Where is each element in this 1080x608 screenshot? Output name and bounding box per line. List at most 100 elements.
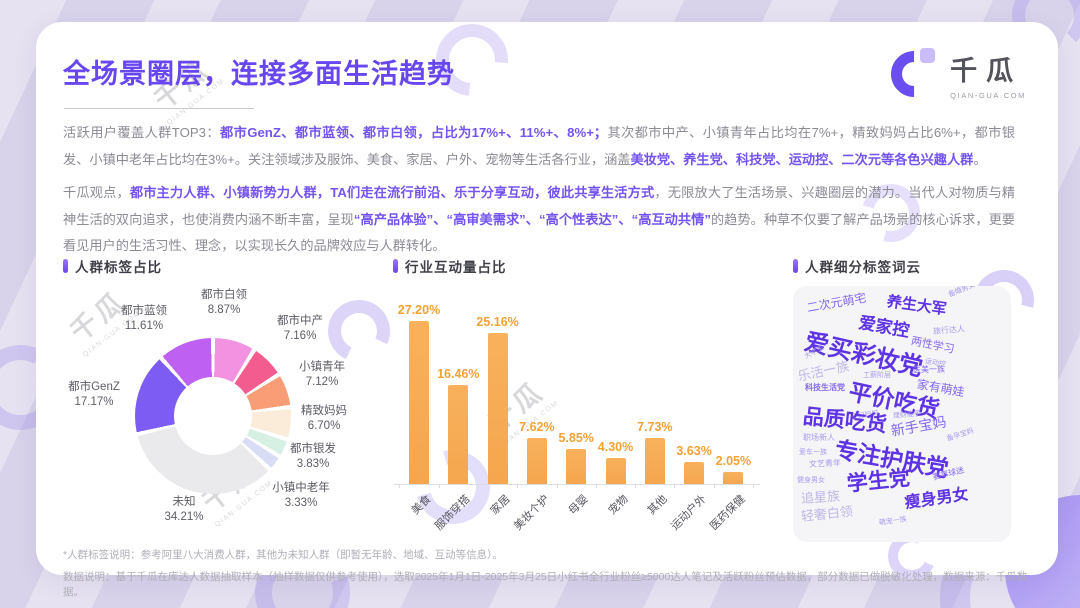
x-axis (394, 484, 760, 485)
bar-chart-title: 行业互动量占比 (405, 260, 507, 275)
qiangua-logo-icon (881, 41, 947, 107)
axis-tick (399, 484, 401, 488)
axis-tick (595, 484, 597, 488)
bar (487, 333, 508, 484)
section-header-bars: 行业互动量占比 (393, 256, 507, 276)
text-segment: 其次都市中产、小镇青年占比均在7%+，精致妈妈占比6%+，都市银发、小镇中老年占… (63, 125, 1015, 167)
cloud-word: 爱家控 (857, 313, 911, 341)
cloud-word: 健身男女 (797, 477, 825, 484)
donut-slice-label: 未知 34.21% (164, 495, 203, 525)
word-cloud-panel: 二次元萌宅 养生大军 备婚男女 爱家控 旅行达人 爱买彩妆党 两性学习 大学生 运动控 乐活一族工… (793, 286, 1011, 542)
footnote-tags: *人群标签说明：参考阿里八大消费人群，其他为未知人群（即暂无年龄、地域、互动等信… (63, 549, 503, 561)
text-segment: 千瓜观点， (63, 185, 130, 200)
section-marker-icon (793, 259, 798, 273)
brand-domain: QIAN-GUA.COM (950, 90, 1026, 100)
brand-name: 千瓜 (950, 55, 1023, 86)
brand-logo-text: 千瓜 QIAN-GUA.COM (950, 49, 1026, 100)
cloud-word: 工薪阶层 (863, 372, 891, 379)
donut-label-text: 都市蓝领 (121, 305, 167, 317)
donut-label-text: 34.21% (164, 511, 204, 523)
text-segment: ，无限放大了生活场景、兴趣圈层的潜力。当代人对物质与精神生活的双向追求，也使消费… (63, 185, 1016, 227)
cloud-word: 爱车一族 (799, 449, 827, 456)
donut-label-text: 7.16% (283, 330, 317, 342)
cloud-word: 职场新人 (803, 433, 835, 442)
donut-label-text: 小镇中老年 (272, 482, 330, 494)
axis-tick (713, 484, 715, 488)
donut-label-text: 都市中产 (277, 315, 323, 327)
donut-label-text: 6.70% (307, 420, 341, 432)
title-underline (64, 108, 254, 109)
intro-paragraph: 活跃用户覆盖人群TOP3：都市GenZ、都市蓝领、都市白领，占比为17%+、11… (63, 120, 1015, 173)
text-segment: 都市主力人群、小镇新势力人群，TA们走在流行前沿、乐于分享互动，彼此共享生活方式 (129, 185, 655, 200)
donut-slice-label: 都市蓝领 11.61% (121, 304, 167, 334)
bar-value-label: 7.62% (519, 420, 555, 435)
cloud-word: 轻奢白领 (800, 503, 854, 524)
bar-value-label: 25.16% (476, 315, 519, 330)
report-card: 千瓜 QIAN-GUA.COM 全场景圈层，连接多面生活趋势 活跃用户覆盖人群T… (36, 9, 1058, 598)
page-title: 全场景圈层，连接多面生活趋势 (63, 59, 455, 89)
section-marker-icon (393, 259, 398, 273)
text-segment: 的趋势。种草不仅要了解产品场景的核心诉求，更要看见用户的生活习性、理念，以实现长… (63, 211, 1015, 254)
cloud-word: 追星族 (800, 488, 841, 506)
text-segment: 。 (973, 151, 987, 167)
donut-slice-label: 都市GenZ 17.17% (68, 380, 120, 410)
axis-tick (556, 484, 558, 488)
bar (566, 448, 587, 484)
donut-slice-label: 小镇中老年 3.33% (272, 481, 330, 511)
bar-value-label: 4.30% (597, 440, 634, 455)
donut-label-text: 17.17% (74, 396, 114, 408)
cloud-word: 萌宠一族 (878, 516, 908, 527)
brand-logo: 千瓜 QIAN-GUA.COM (881, 41, 1026, 107)
donut-label-text: 都市银发 (290, 443, 336, 455)
text-segment: 都市GenZ、都市蓝领、都市白领，占比为17%+、11%+、8%+； (220, 125, 608, 140)
donut-label-text: 3.83% (296, 458, 330, 470)
axis-tick (517, 484, 519, 488)
cloud-word: 科技生活党 (805, 383, 845, 392)
bar-chart: 27.20% 美食 16.46% 服饰穿搭 25.16% 家居 7.62% 美妆个护 5.85%… (386, 278, 768, 534)
donut-hole (174, 377, 252, 455)
bar-value-label: 2.05% (715, 453, 752, 468)
bar (723, 471, 744, 484)
text-segment: 活跃用户覆盖人群TOP3： (63, 125, 220, 140)
cloud-word: 乐活一族 (796, 358, 851, 384)
bar-value-label: 7.73% (637, 419, 673, 434)
bar-value-label: 5.85% (558, 430, 594, 445)
donut-label-text: 8.87% (207, 304, 241, 316)
axis-tick (635, 484, 637, 488)
text-segment: 美妆党、养生党、科技党、运动控、二次元等各色兴趣人群 (630, 151, 974, 167)
footnote-data: 数据说明：基于千瓜在库达人数据抽取样本（抽样数据仅供参考使用），选取2025年1… (63, 571, 1028, 598)
axis-tick (674, 484, 676, 488)
cloud-word: 学生党 (845, 466, 911, 496)
donut-label-text: 都市白领 (201, 289, 247, 301)
section-header-donut: 人群标签占比 (63, 256, 162, 276)
section-header-cloud: 人群细分标签词云 (793, 256, 921, 276)
bar (526, 438, 547, 484)
cloud-word: 备婚男女 (947, 286, 977, 299)
donut-chart-title: 人群标签占比 (75, 260, 162, 275)
cloud-word: 养生大军 (885, 293, 948, 319)
bar-value-label: 27.20% (397, 302, 441, 317)
cloud-word: 医美一族 (913, 365, 945, 374)
donut-label-text: 11.61% (124, 320, 164, 332)
donut-label-text: 小镇青年 (299, 361, 345, 373)
donut-label-text: 未知 (172, 496, 196, 508)
donut-slice-label: 小镇青年 7.12% (299, 360, 345, 390)
word-cloud-title: 人群细分标签词云 (805, 260, 921, 275)
bar (409, 320, 429, 484)
viewpoint-paragraph: 千瓜观点，都市主力人群、小镇新势力人群，TA们走在流行前沿、乐于分享互动，彼此共… (63, 180, 1015, 260)
donut-label-text: 3.33% (284, 497, 318, 509)
bar-value-label: 16.46% (437, 367, 480, 382)
donut-slice-label: 都市银发 3.83% (290, 442, 336, 472)
cloud-word: 旅行达人 (932, 324, 966, 336)
bar (644, 437, 665, 484)
donut-slice-label: 精致妈妈 6.70% (301, 404, 347, 434)
donut-slice-label: 都市白领 8.87% (201, 288, 247, 318)
donut-slice-label: 都市中产 7.16% (277, 314, 323, 344)
cloud-word: 备孕宝妈 (945, 427, 975, 443)
bar (448, 385, 469, 484)
axis-tick (438, 484, 440, 488)
donut-label-text: 精致妈妈 (301, 405, 347, 417)
axis-tick (477, 484, 479, 488)
donut-label-text: 7.12% (305, 376, 339, 388)
